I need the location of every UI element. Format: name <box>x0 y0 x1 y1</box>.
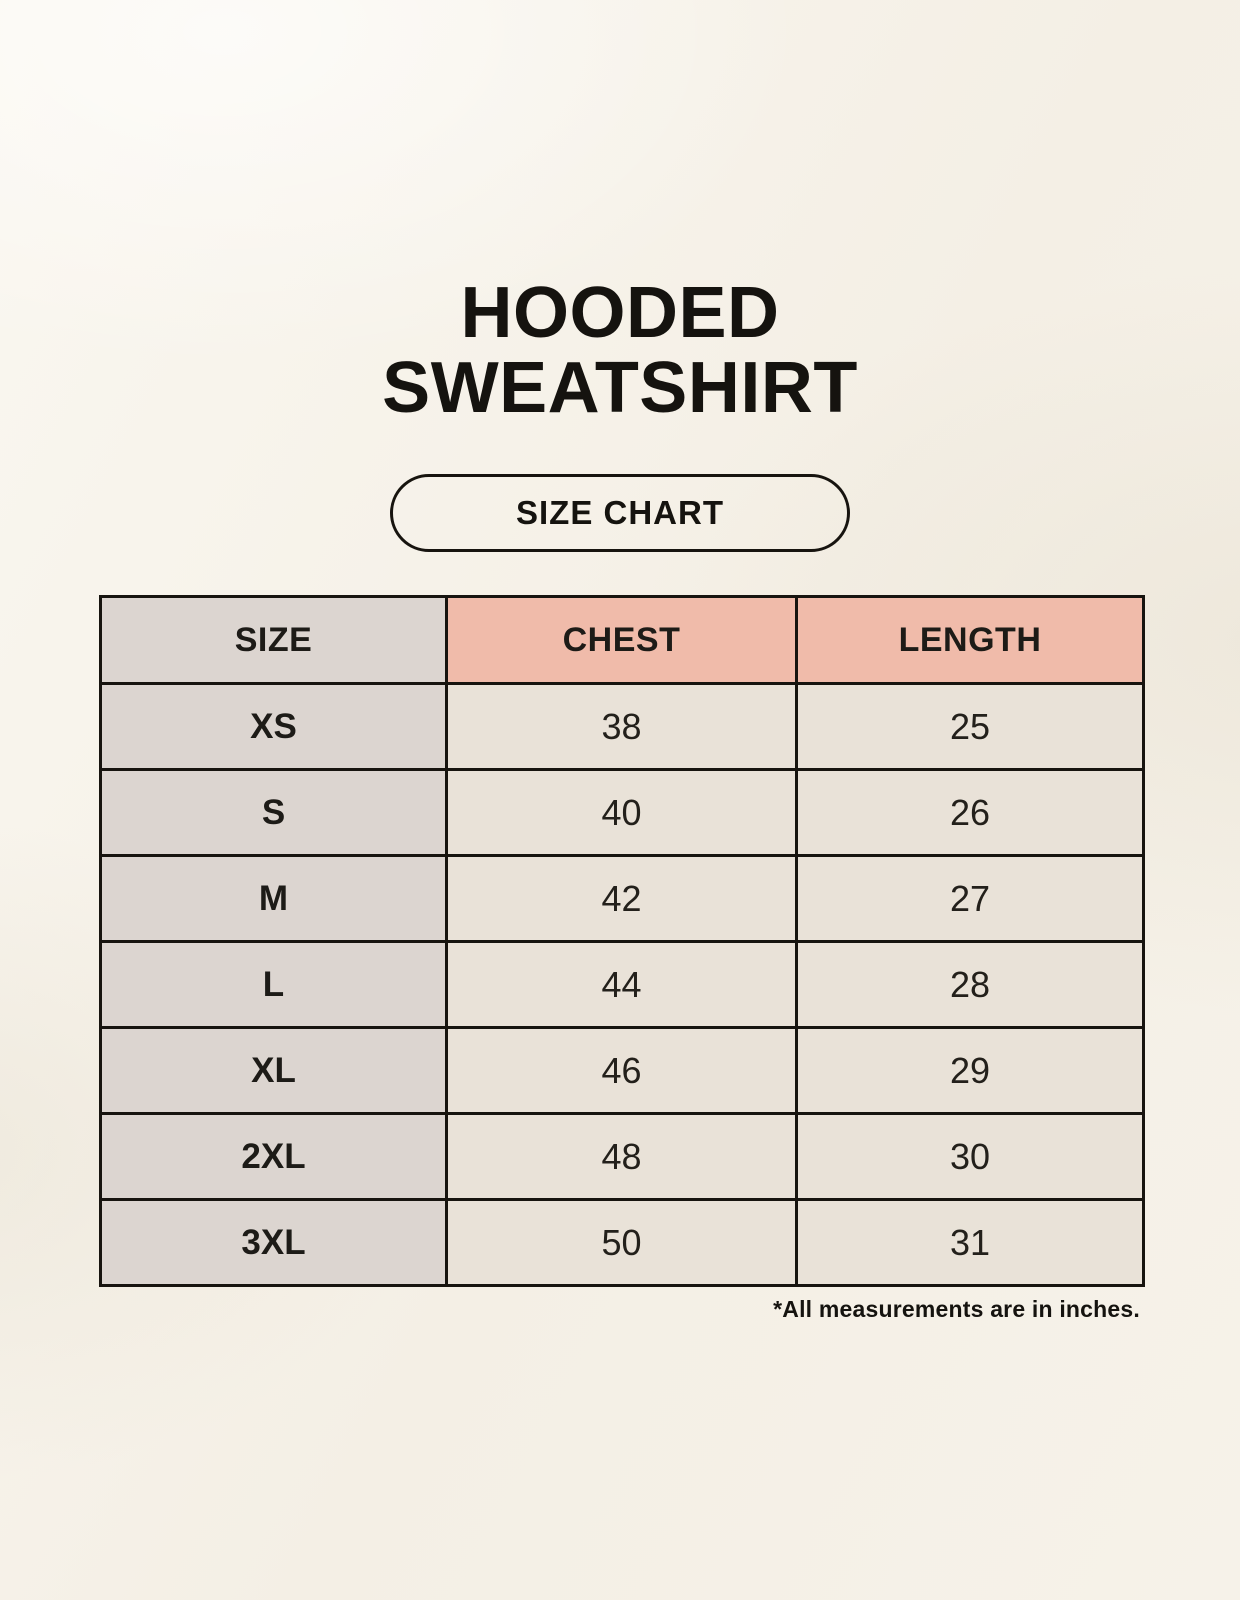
table-row: S 40 26 <box>99 768 1145 857</box>
length-cell: 30 <box>795 1112 1145 1201</box>
column-header-chest: CHEST <box>445 595 798 685</box>
column-header-size: SIZE <box>99 595 448 685</box>
measurements-footnote: *All measurements are in inches. <box>773 1296 1140 1322</box>
size-cell: 3XL <box>99 1198 448 1287</box>
chest-cell: 40 <box>445 768 798 857</box>
page-title-line1: HOODED <box>460 273 780 353</box>
size-chart-table: SIZE CHEST LENGTH XS 38 25 S 40 26 M 42 … <box>99 595 1145 1287</box>
length-cell: 26 <box>795 768 1145 857</box>
table-row: 2XL 48 30 <box>99 1112 1145 1201</box>
page-title: HOODED SWEATSHIRT <box>0 276 1240 426</box>
size-cell: XL <box>99 1026 448 1115</box>
table-row: XS 38 25 <box>99 682 1145 771</box>
column-header-length: LENGTH <box>795 595 1145 685</box>
chest-cell: 44 <box>445 940 798 1029</box>
size-chart-badge[interactable]: SIZE CHART <box>390 474 850 552</box>
length-cell: 29 <box>795 1026 1145 1115</box>
length-cell: 28 <box>795 940 1145 1029</box>
length-cell: 25 <box>795 682 1145 771</box>
table-row: 3XL 50 31 <box>99 1198 1145 1287</box>
length-cell: 27 <box>795 854 1145 943</box>
chest-cell: 46 <box>445 1026 798 1115</box>
size-cell: S <box>99 768 448 857</box>
table-row: L 44 28 <box>99 940 1145 1029</box>
table-header-row: SIZE CHEST LENGTH <box>99 595 1145 685</box>
size-cell: M <box>99 854 448 943</box>
chest-cell: 48 <box>445 1112 798 1201</box>
size-cell: L <box>99 940 448 1029</box>
chest-cell: 42 <box>445 854 798 943</box>
chest-cell: 38 <box>445 682 798 771</box>
page-title-line2: SWEATSHIRT <box>382 347 858 428</box>
size-cell: 2XL <box>99 1112 448 1201</box>
size-cell: XS <box>99 682 448 771</box>
table-row: M 42 27 <box>99 854 1145 943</box>
length-cell: 31 <box>795 1198 1145 1287</box>
table-row: XL 46 29 <box>99 1026 1145 1115</box>
chest-cell: 50 <box>445 1198 798 1287</box>
size-chart-badge-label: SIZE CHART <box>516 494 724 531</box>
